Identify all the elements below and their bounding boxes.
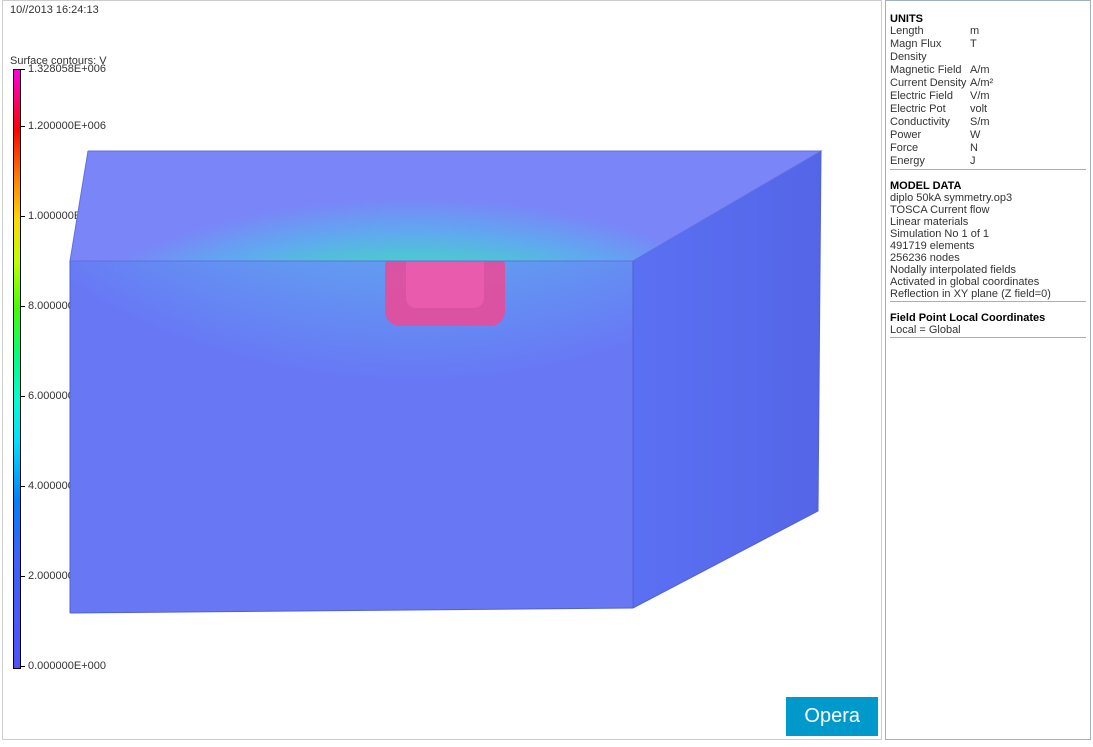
units-value: W	[970, 129, 1086, 142]
model-data-line: Activated in global coordinates	[890, 276, 1086, 288]
colorbar-tick-label: 0.000000E+000	[28, 660, 106, 672]
field-point-section: Field Point Local Coordinates Local = Gl…	[890, 312, 1086, 338]
colorbar-tick-label: 1.200000E+006	[28, 120, 106, 132]
model-data-line: 256236 nodes	[890, 252, 1086, 264]
colorbar-tick	[21, 396, 25, 397]
units-value: m	[970, 25, 1086, 38]
units-row: ConductivityS/m	[890, 116, 1086, 129]
units-row: Current DensityA/m²	[890, 77, 1086, 90]
units-value: A/m	[970, 64, 1086, 77]
units-key: Electric Field	[890, 90, 970, 103]
model-data-section: MODEL DATA diplo 50kA symmetry.op3TOSCA …	[890, 180, 1086, 302]
units-section: UNITS LengthmMagn Flux DensityTMagnetic …	[890, 13, 1086, 170]
model-data-line: TOSCA Current flow	[890, 204, 1086, 216]
field-point-heading: Field Point Local Coordinates	[890, 312, 1086, 324]
colorbar-gradient	[13, 69, 21, 669]
model-data-heading: MODEL DATA	[890, 180, 1086, 192]
units-value: J	[970, 155, 1086, 168]
units-key: Conductivity	[890, 116, 970, 129]
model-data-line: Simulation No 1 of 1	[890, 228, 1086, 240]
main-viewport: 10//2013 16:24:13 Surface contours: V 1.…	[2, 0, 882, 740]
units-row: Magnetic FieldA/m	[890, 64, 1086, 77]
colorbar-tick	[21, 486, 25, 487]
model-data-line: 491719 elements	[890, 240, 1086, 252]
units-value: S/m	[970, 116, 1086, 129]
units-key: Force	[890, 142, 970, 155]
simulation-render	[58, 141, 848, 621]
units-key: Magnetic Field	[890, 64, 970, 77]
model-data-line: Linear materials	[890, 216, 1086, 228]
units-key: Length	[890, 25, 970, 38]
units-value: N	[970, 142, 1086, 155]
units-value: volt	[970, 103, 1086, 116]
colorbar-tick	[21, 69, 25, 70]
colorbar-tick-label: 1.328058E+006	[28, 63, 106, 75]
units-heading: UNITS	[890, 13, 1086, 25]
colorbar-tick	[21, 126, 25, 127]
units-row: Electric Potvolt	[890, 103, 1086, 116]
units-row: Lengthm	[890, 25, 1086, 38]
colorbar-tick	[21, 216, 25, 217]
units-key: Current Density	[890, 77, 970, 90]
units-value: V/m	[970, 90, 1086, 103]
model-data-line: diplo 50kA symmetry.op3	[890, 192, 1086, 204]
units-value: T	[970, 38, 1086, 64]
colorbar-tick	[21, 576, 25, 577]
timestamp-label: 10//2013 16:24:13	[10, 4, 99, 16]
units-row: ForceN	[890, 142, 1086, 155]
opera-badge: Opera	[786, 697, 878, 736]
info-panel: UNITS LengthmMagn Flux DensityTMagnetic …	[885, 0, 1091, 740]
model-data-line: Reflection in XY plane (Z field=0)	[890, 288, 1086, 300]
units-key: Electric Pot	[890, 103, 970, 116]
units-key: Energy	[890, 155, 970, 168]
render-svg	[58, 141, 848, 621]
units-key: Power	[890, 129, 970, 142]
units-key: Magn Flux Density	[890, 38, 970, 64]
units-row: EnergyJ	[890, 155, 1086, 168]
units-value: A/m²	[970, 77, 1086, 90]
field-point-line: Local = Global	[890, 324, 1086, 336]
units-row: Magn Flux DensityT	[890, 38, 1086, 64]
colorbar-tick	[21, 666, 25, 667]
model-data-line: Nodally interpolated fields	[890, 264, 1086, 276]
units-row: Electric FieldV/m	[890, 90, 1086, 103]
colorbar-tick	[21, 306, 25, 307]
units-row: PowerW	[890, 129, 1086, 142]
